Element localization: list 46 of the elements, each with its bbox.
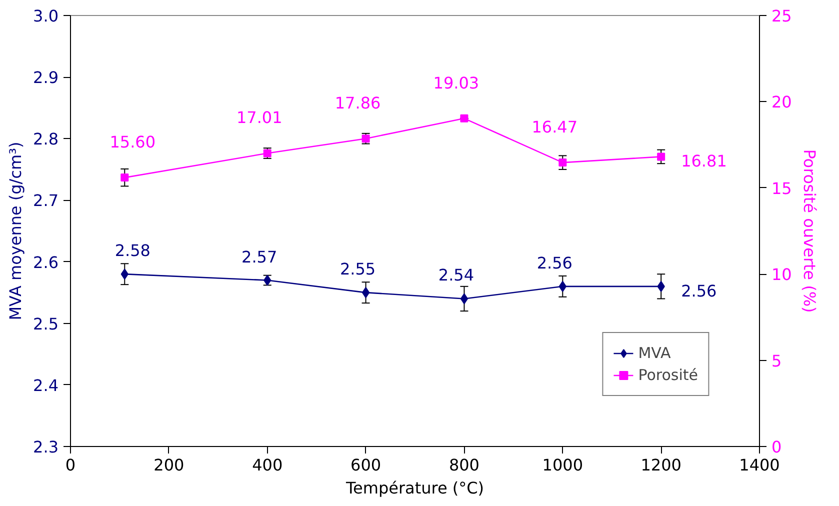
data-label: 2.54 [438,266,474,285]
x-tick-label: 0 [65,456,76,474]
x-tick-label: 1400 [739,456,780,474]
data-label: 2.56 [681,281,717,300]
y-axis-title: MVA moyenne (g/cm³) [6,142,26,320]
data-label: 2.58 [114,241,150,260]
y2-tick-label: 15 [772,178,792,198]
x-tick-label: 1200 [640,456,682,474]
legend-label: MVA [638,344,671,362]
legend-label: Porosité [638,366,698,384]
x-tick-label: 400 [252,456,283,474]
y2-tick-label: 20 [772,92,792,112]
data-label: 17.01 [236,108,282,128]
point [362,287,370,298]
point [657,152,666,161]
point [558,158,567,167]
data-label: 2.57 [242,247,278,266]
data-label: 2.56 [536,253,572,272]
data-label: 19.03 [433,73,480,92]
x-tick-label: 200 [154,456,184,474]
y2-tick-label: 25 [772,6,792,26]
x-axis-title: Température (°C) [344,478,484,498]
y-tick-label: 2.9 [33,68,59,88]
y-tick-label: 2.4 [33,376,59,395]
y2-tick-label: 0 [772,438,782,456]
y-tick-label: 2.8 [33,130,59,149]
x-tick-label: 1000 [542,456,583,474]
point [120,174,129,182]
data-label: 17.86 [334,94,381,113]
y-tick-label: 2.5 [33,314,59,334]
data-label: 2.55 [340,260,376,279]
y2-tick-label: 5 [772,351,782,370]
data-label: 16.47 [532,118,578,137]
y2-tick-label: 10 [772,265,792,284]
y-tick-label: 2.3 [33,438,59,456]
y-tick-label: 2.7 [33,191,59,210]
point [362,134,370,143]
point [460,114,468,122]
x-tick-label: 800 [448,456,480,474]
point [460,293,468,304]
y-tick-label: 3.0 [33,6,59,26]
data-label: 16.81 [681,152,727,171]
data-label: 15.60 [110,132,156,152]
y-tick-label: 2.6 [33,252,59,272]
y2-axis-title: Porosité ouverte (%) [800,149,819,313]
x-tick-label: 600 [350,456,382,474]
